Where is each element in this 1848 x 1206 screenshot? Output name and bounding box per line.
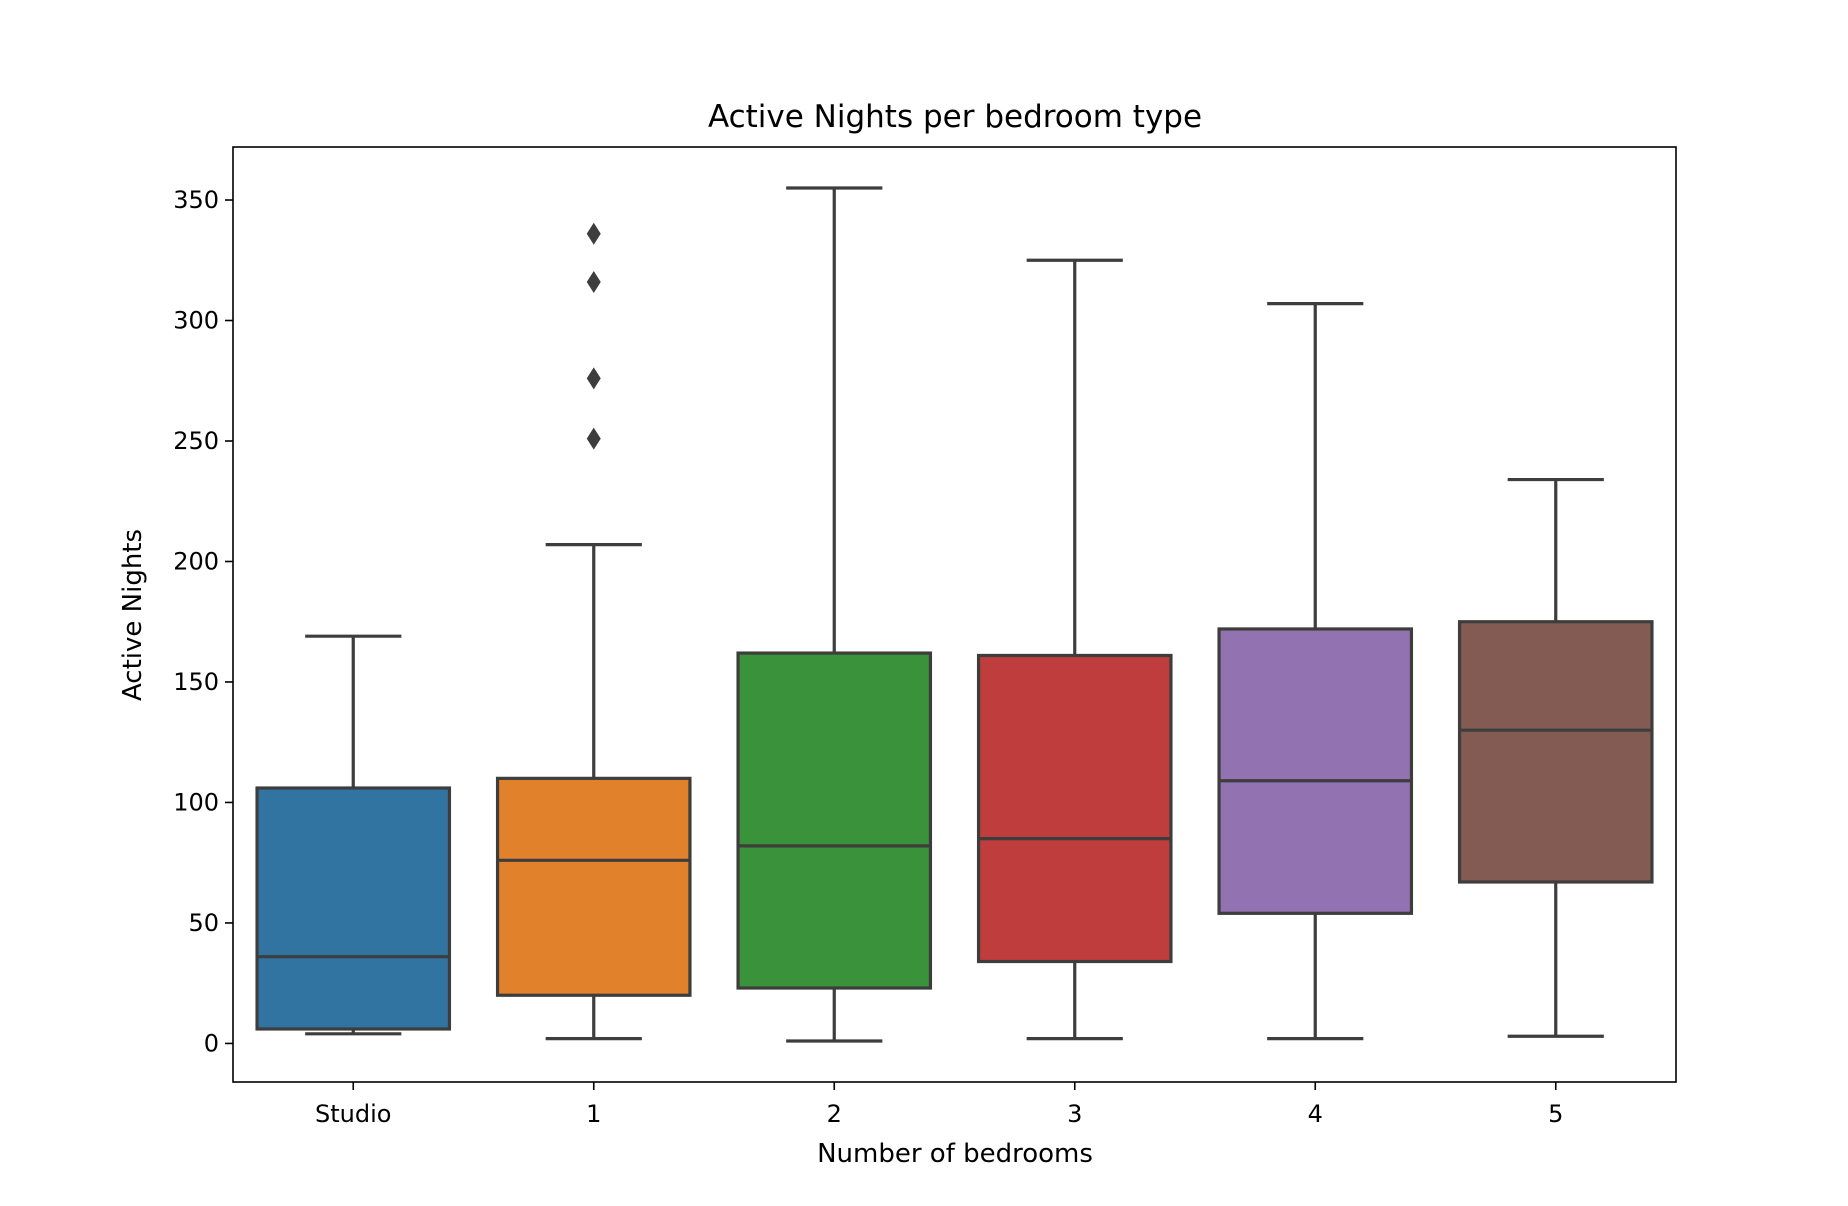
box-group-3 — [976, 258, 1173, 1041]
box-group-studio — [255, 634, 452, 1036]
x-tick-label: 2 — [827, 1100, 842, 1128]
plot-area — [255, 186, 1654, 1043]
x-tick-label: 5 — [1548, 1100, 1563, 1128]
y-tick-label: 50 — [188, 909, 219, 937]
box-group-5 — [1457, 477, 1654, 1038]
y-tick-label: 350 — [173, 186, 219, 214]
y-axis: 0 50 100 150 200 250 300 350 — [173, 186, 233, 1057]
x-axis-label: Number of bedrooms — [817, 1139, 1093, 1169]
chart-title: Active Nights per bedroom type — [708, 99, 1202, 135]
x-tick-label: 1 — [586, 1100, 601, 1128]
x-axis: Studio 1 2 3 4 5 — [315, 1082, 1563, 1128]
outlier-point — [586, 427, 601, 450]
plot-frame — [232, 146, 1677, 1083]
iqr-box — [736, 651, 933, 990]
y-tick-label: 250 — [173, 427, 219, 455]
outlier-point — [586, 270, 601, 293]
box-group-1 — [495, 222, 692, 1041]
x-tick-label: 4 — [1308, 1100, 1323, 1128]
x-tick-label: 3 — [1067, 1100, 1082, 1128]
iqr-box — [976, 653, 1173, 964]
iqr-box — [1217, 627, 1414, 915]
x-tick-label: Studio — [315, 1100, 391, 1128]
outlier-point — [586, 367, 601, 390]
iqr-box — [255, 786, 452, 1031]
y-tick-label: 300 — [173, 307, 219, 335]
iqr-box — [1457, 620, 1654, 884]
y-tick-label: 100 — [173, 788, 219, 816]
box-group-4 — [1217, 302, 1414, 1041]
y-tick-label: 0 — [204, 1029, 219, 1057]
y-axis-label: Active Nights — [118, 529, 148, 701]
box-group-2 — [736, 186, 933, 1043]
outlier-point — [586, 222, 601, 245]
y-tick-label: 200 — [173, 547, 219, 575]
y-tick-label: 150 — [173, 668, 219, 696]
iqr-box — [495, 776, 692, 997]
